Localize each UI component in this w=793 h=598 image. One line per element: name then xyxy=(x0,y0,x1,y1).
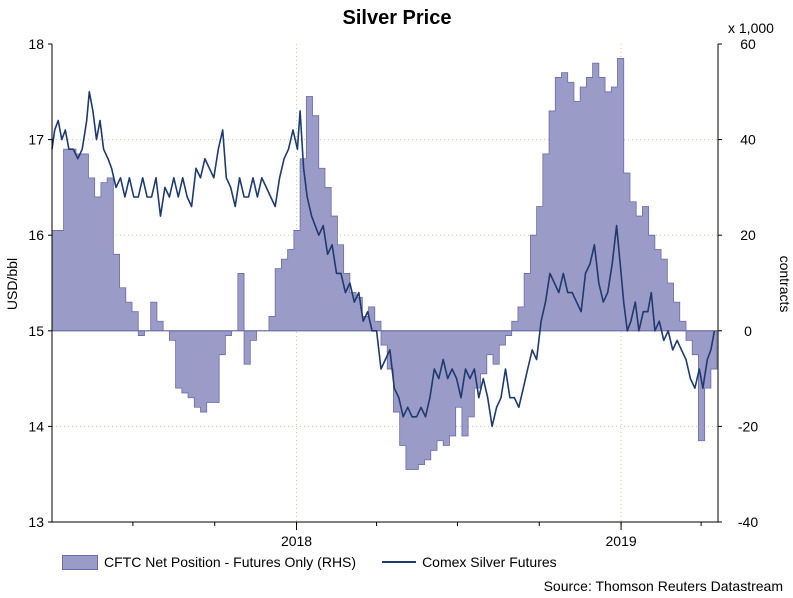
left-axis-ticks: 13 14 15 16 17 18 xyxy=(28,36,52,530)
left-tick-label-4: 17 xyxy=(28,132,44,148)
right-tick-label-4: 40 xyxy=(740,132,756,148)
legend-swatch-line xyxy=(382,561,417,563)
left-tick-label-3: 16 xyxy=(28,227,44,243)
legend-swatch-area xyxy=(62,554,98,570)
left-tick-label-5: 18 xyxy=(28,36,44,52)
x-axis-ticks: 2018 2019 xyxy=(132,522,702,549)
right-tick-label-1: -20 xyxy=(738,418,758,434)
series-cftc-area xyxy=(51,57,718,470)
chart-title: Silver Price xyxy=(343,7,452,29)
left-tick-label-2: 15 xyxy=(28,323,44,339)
legend-label-cftc: CFTC Net Position - Futures Only (RHS) xyxy=(104,554,357,570)
legend-item-comex: Comex Silver Futures xyxy=(382,554,557,570)
series-comex-line xyxy=(51,91,716,428)
right-tick-label-5: 60 xyxy=(740,36,756,52)
left-axis-label: USD/bbl xyxy=(4,258,20,310)
x-tick-label-1: 2019 xyxy=(606,533,637,549)
left-tick-label-1: 14 xyxy=(28,418,44,434)
source-note: Source: Thomson Reuters Datastream xyxy=(543,578,783,594)
legend: CFTC Net Position - Futures Only (RHS) C… xyxy=(62,554,583,570)
legend-item-cftc: CFTC Net Position - Futures Only (RHS) xyxy=(62,554,356,570)
cftc-area-path xyxy=(51,57,718,470)
legend-label-comex: Comex Silver Futures xyxy=(422,554,557,570)
right-tick-label-2: 0 xyxy=(744,323,752,339)
right-axis-ticks: -40 -20 0 20 40 60 xyxy=(718,36,758,530)
left-tick-label-0: 13 xyxy=(28,514,44,530)
right-axis-multiplier: x 1,000 xyxy=(728,20,774,36)
right-tick-label-0: -40 xyxy=(738,514,758,530)
right-tick-label-3: 20 xyxy=(740,227,756,243)
axes xyxy=(51,44,719,523)
right-axis-label: contracts xyxy=(777,256,793,313)
comex-line-path xyxy=(51,91,716,428)
x-tick-label-0: 2018 xyxy=(281,533,312,549)
